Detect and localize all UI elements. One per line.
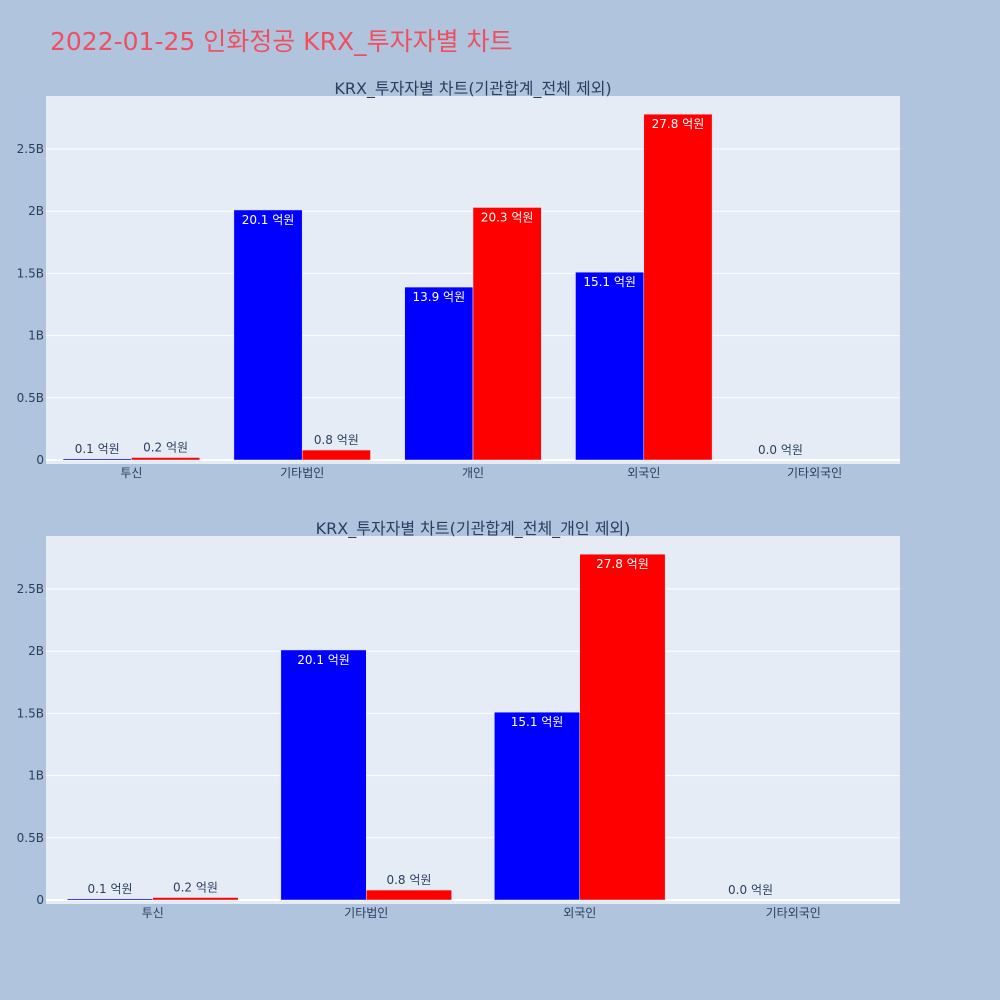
data-label: 20.3 억원 [481, 210, 534, 224]
y-tick-label: 2.5B [17, 582, 44, 596]
y-tick-label: 2B [28, 204, 44, 218]
y-tick-label: 2B [28, 644, 44, 658]
data-label: 0.1 억원 [88, 882, 133, 896]
data-label: 15.1 억원 [511, 715, 564, 729]
bar [472, 207, 542, 461]
bar [131, 457, 200, 461]
x-tick-label: 개인 [462, 466, 484, 480]
chart-title: KRX_투자자별 차트(기관합계_전체_개인 제외) [316, 519, 631, 539]
x-tick-label: 기타법인 [280, 466, 324, 480]
y-tick-label: 1B [28, 769, 44, 783]
data-label: 0.0 억원 [728, 883, 773, 897]
x-tick-label: 기타법인 [344, 906, 388, 920]
x-tick-label: 투신 [120, 466, 142, 480]
chart-title: KRX_투자자별 차트(기관합계_전체 제외) [334, 79, 611, 99]
bar [404, 286, 474, 461]
bar [494, 711, 581, 901]
data-label: 0.8 억원 [314, 433, 359, 447]
x-tick-label: 기타외국인 [766, 906, 821, 920]
data-label: 27.8 억원 [596, 557, 649, 571]
bar [280, 649, 367, 901]
y-tick-label: 1B [28, 329, 44, 343]
y-tick-label: 0.5B [17, 831, 44, 845]
x-tick-label: 투신 [142, 906, 164, 920]
y-tick-label: 0.5B [17, 391, 44, 405]
bar [579, 553, 666, 901]
x-tick-label: 기타외국인 [787, 466, 842, 480]
bar [643, 113, 713, 461]
data-label: 0.1 억원 [75, 442, 120, 456]
bar [233, 209, 303, 461]
y-tick-label: 1.5B [17, 706, 44, 720]
data-label: 27.8 억원 [652, 117, 705, 131]
data-label: 13.9 억원 [413, 290, 466, 304]
x-tick-label: 외국인 [627, 466, 660, 480]
plot-area [46, 536, 900, 904]
y-tick-label: 1.5B [17, 266, 44, 280]
data-label: 20.1 억원 [297, 653, 350, 667]
y-tick-label: 2.5B [17, 142, 44, 156]
bar [366, 889, 452, 901]
data-label: 20.1 억원 [242, 213, 295, 227]
y-tick-label: 0 [36, 453, 44, 467]
page-title: 2022-01-25 인화정공 KRX_투자자별 차트 [50, 27, 513, 56]
x-tick-label: 외국인 [563, 906, 596, 920]
bar [62, 458, 132, 461]
data-label: 0.2 억원 [173, 881, 218, 895]
data-label: 0.0 억원 [758, 443, 803, 457]
y-tick-label: 0 [36, 893, 44, 907]
bar [575, 271, 645, 461]
data-label: 0.8 억원 [386, 873, 431, 887]
data-label: 15.1 억원 [583, 275, 636, 289]
data-label: 0.2 억원 [143, 441, 188, 455]
bar [301, 449, 371, 461]
bar [67, 898, 153, 901]
bar [152, 897, 239, 901]
